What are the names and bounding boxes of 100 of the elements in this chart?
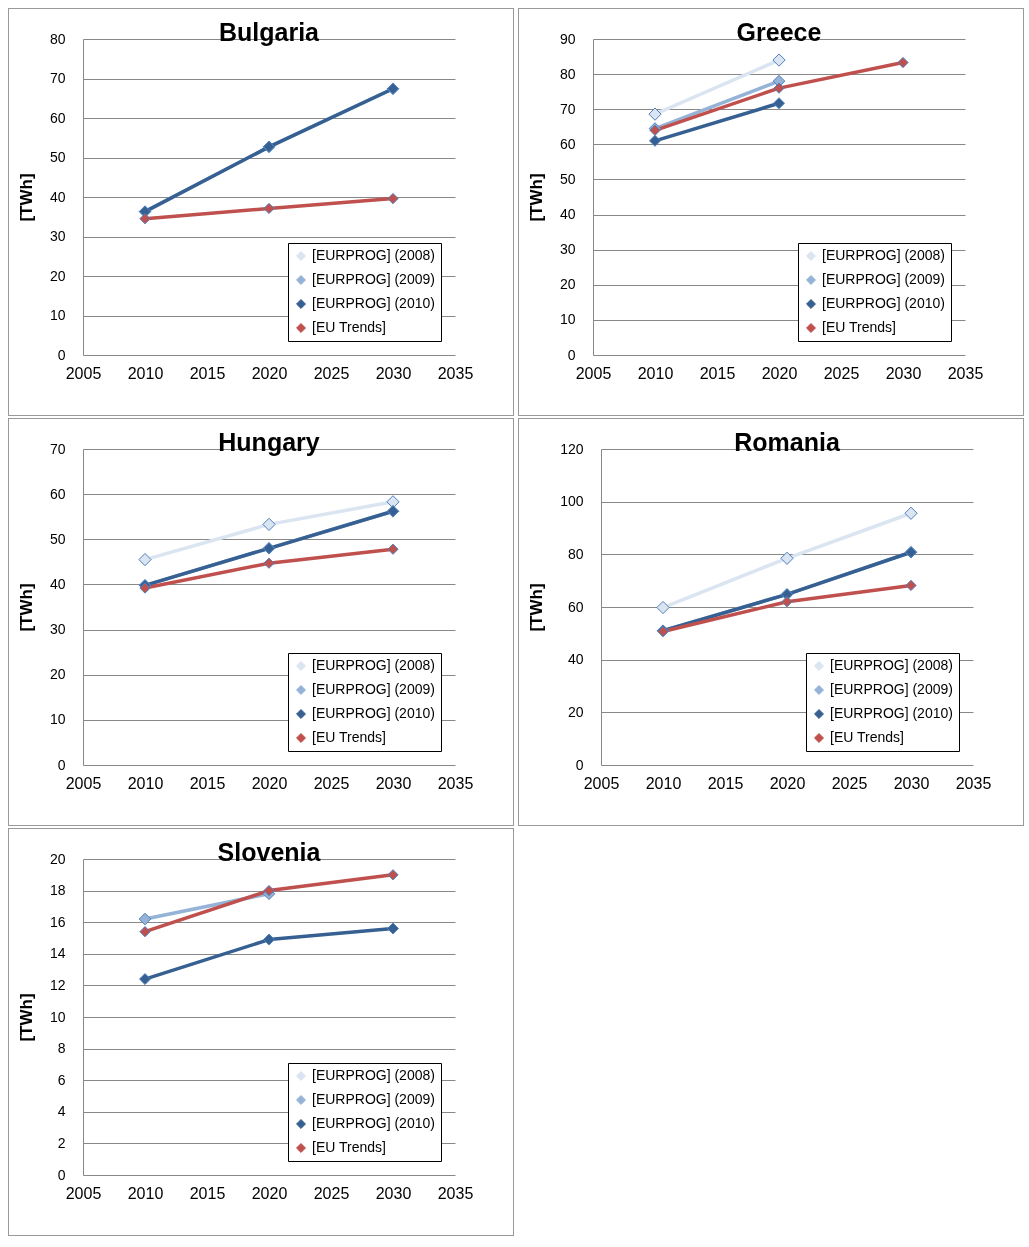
x-tick-label: 2025 <box>313 1184 350 1202</box>
y-tick-label: 12 <box>49 976 66 993</box>
legend-label: [EURPROG] (2008) <box>312 1067 435 1083</box>
y-tick-label: 70 <box>559 100 576 117</box>
y-tick-label: 18 <box>49 882 66 899</box>
x-tick-label: 2010 <box>127 364 164 382</box>
legend-label: [EU Trends] <box>312 319 386 335</box>
y-tick-label: 40 <box>49 188 66 205</box>
y-tick-label: 40 <box>49 575 66 592</box>
y-axis-title: [TWh] <box>16 583 36 632</box>
x-tick-label: 2015 <box>707 774 744 792</box>
x-tick-label: 2015 <box>189 364 226 382</box>
x-tick-label: 2035 <box>437 774 474 792</box>
y-tick-label: 20 <box>49 666 66 683</box>
x-tick-label: 2020 <box>251 774 288 792</box>
y-axis-title: [TWh] <box>16 173 36 222</box>
y-axis-title: [TWh] <box>527 583 547 632</box>
x-tick-label: 2020 <box>251 364 288 382</box>
legend-label: [EU Trends] <box>312 1139 386 1155</box>
x-tick-label: 2030 <box>375 1184 412 1202</box>
y-tick-label: 50 <box>49 530 66 547</box>
y-tick-label: 10 <box>49 1008 66 1025</box>
x-tick-label: 2005 <box>65 364 102 382</box>
legend-label: [EU Trends] <box>312 729 386 745</box>
legend-label: [EURPROG] (2009) <box>312 271 435 287</box>
y-tick-label: 8 <box>57 1040 66 1057</box>
y-tick-label: 80 <box>559 65 576 82</box>
x-tick-label: 2025 <box>313 774 350 792</box>
y-tick-label: 16 <box>49 913 66 930</box>
y-tick-label: 14 <box>49 945 66 962</box>
x-tick-label: 2005 <box>583 774 620 792</box>
x-tick-label: 2005 <box>65 774 102 792</box>
y-tick-label: 60 <box>559 135 576 152</box>
x-tick-label: 2015 <box>189 1184 226 1202</box>
x-tick-label: 2025 <box>823 364 860 382</box>
chart-title: Slovenia <box>217 838 322 866</box>
y-tick-label: 60 <box>49 485 66 502</box>
y-tick-label: 50 <box>559 170 576 187</box>
legend-label: [EU Trends] <box>822 319 896 335</box>
x-tick-label: 2025 <box>831 774 868 792</box>
y-tick-label: 50 <box>49 149 66 165</box>
y-tick-label: 20 <box>49 267 66 284</box>
y-tick-label: 2 <box>57 1134 66 1151</box>
y-tick-label: 10 <box>49 307 66 323</box>
x-tick-label: 2005 <box>65 1184 102 1202</box>
legend-label: [EURPROG] (2008) <box>312 657 435 673</box>
y-tick-label: 70 <box>49 440 66 457</box>
y-axis-title: [TWh] <box>16 993 36 1042</box>
y-tick-label: 20 <box>567 703 584 720</box>
legend-label: [EURPROG] (2009) <box>312 1091 435 1107</box>
y-tick-label: 90 <box>559 30 576 47</box>
x-tick-label: 2015 <box>189 774 226 792</box>
legend-label: [EURPROG] (2010) <box>822 295 945 311</box>
y-tick-label: 80 <box>567 545 584 562</box>
y-tick-label: 0 <box>57 1166 66 1183</box>
legend-label: [EURPROG] (2010) <box>830 705 953 721</box>
x-tick-label: 2020 <box>769 774 806 792</box>
x-tick-label: 2015 <box>699 364 736 382</box>
y-tick-label: 0 <box>57 756 66 773</box>
x-tick-label: 2030 <box>893 774 930 792</box>
x-tick-label: 2020 <box>251 1184 288 1202</box>
legend-label: [EURPROG] (2009) <box>312 681 435 697</box>
y-tick-label: 100 <box>560 493 584 510</box>
y-tick-label: 0 <box>567 346 576 363</box>
y-tick-label: 30 <box>49 621 66 638</box>
y-tick-label: 60 <box>49 109 66 126</box>
chart-title: Greece <box>736 18 822 46</box>
y-tick-label: 40 <box>567 651 584 668</box>
x-tick-label: 2030 <box>375 364 412 382</box>
x-tick-label: 2005 <box>575 364 612 382</box>
y-tick-label: 70 <box>49 70 66 86</box>
y-tick-label: 120 <box>560 440 584 457</box>
y-tick-label: 80 <box>49 30 66 47</box>
x-tick-label: 2010 <box>127 774 164 792</box>
y-tick-label: 20 <box>49 850 66 867</box>
y-tick-label: 30 <box>559 241 576 258</box>
y-tick-label: 30 <box>49 228 66 244</box>
x-tick-label: 2020 <box>761 364 798 382</box>
legend-label: [EURPROG] (2009) <box>822 271 945 287</box>
y-axis-title: [TWh] <box>526 173 546 222</box>
legend-label: [EU Trends] <box>830 729 904 745</box>
y-tick-label: 0 <box>57 346 66 363</box>
legend-label: [EURPROG] (2009) <box>830 681 953 697</box>
x-tick-label: 2010 <box>127 1184 164 1202</box>
x-tick-label: 2030 <box>885 364 922 382</box>
x-tick-label: 2010 <box>637 364 674 382</box>
y-tick-label: 0 <box>575 756 584 773</box>
y-tick-label: 60 <box>567 598 584 615</box>
chart-title: Romania <box>734 428 841 456</box>
x-tick-label: 2035 <box>437 364 474 382</box>
x-tick-label: 2035 <box>437 1184 474 1202</box>
legend-label: [EURPROG] (2010) <box>312 705 435 721</box>
chart-title: Bulgaria <box>218 18 321 46</box>
x-tick-label: 2035 <box>947 364 984 382</box>
y-tick-label: 20 <box>559 276 576 293</box>
y-tick-label: 6 <box>57 1071 66 1088</box>
chart-title: Hungary <box>218 428 320 456</box>
legend-label: [EURPROG] (2008) <box>822 247 945 263</box>
x-tick-label: 2035 <box>955 774 992 792</box>
y-tick-label: 10 <box>559 311 576 328</box>
